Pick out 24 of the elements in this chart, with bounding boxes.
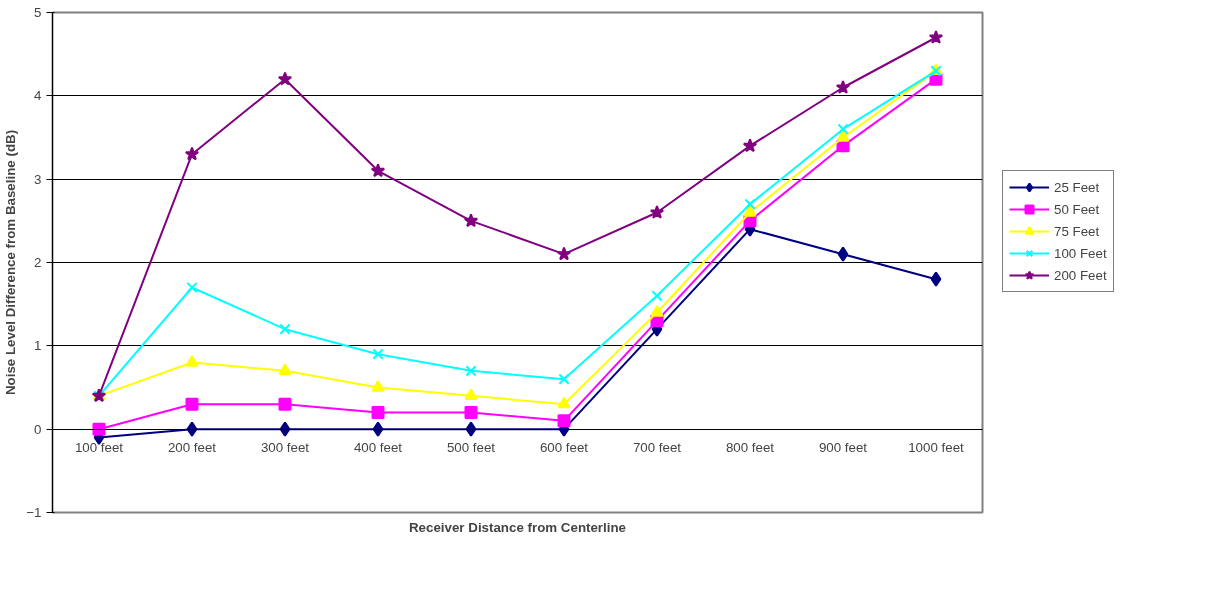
legend-label: 50 Feet xyxy=(1054,201,1100,217)
x-tick-label: 700 feet xyxy=(632,440,682,456)
y-tick-label: 1 xyxy=(34,338,42,354)
x-tick-label: 900 feet xyxy=(818,440,868,456)
legend-label: 200 Feet xyxy=(1054,267,1107,283)
y-tick-label: −1 xyxy=(26,505,42,520)
x-tick-label: 600 feet xyxy=(539,440,589,456)
x-tick-label: 100 feet xyxy=(74,440,124,456)
legend-label: 100 Feet xyxy=(1054,245,1107,261)
x-tick-label: 500 feet xyxy=(446,440,496,456)
y-tick-label: 3 xyxy=(34,171,42,187)
y-tick-label: 5 xyxy=(34,5,42,20)
y-tick-label: 0 xyxy=(34,421,42,437)
y-axis-title: Noise Level Difference from Baseline (dB) xyxy=(3,129,19,396)
x-tick-label: 300 feet xyxy=(260,440,310,456)
y-tick-label: 4 xyxy=(34,88,43,104)
x-tick-label: 200 feet xyxy=(167,440,217,456)
legend-label: 25 Feet xyxy=(1054,179,1100,195)
legend-label: 75 Feet xyxy=(1054,223,1100,239)
x-tick-label: 400 feet xyxy=(353,440,403,456)
x-axis-title: Receiver Distance from Centerline xyxy=(408,519,627,535)
x-tick-label: 1000 feet xyxy=(908,440,965,456)
y-tick-label: 2 xyxy=(34,255,42,270)
x-tick-label: 800 feet xyxy=(725,440,775,456)
